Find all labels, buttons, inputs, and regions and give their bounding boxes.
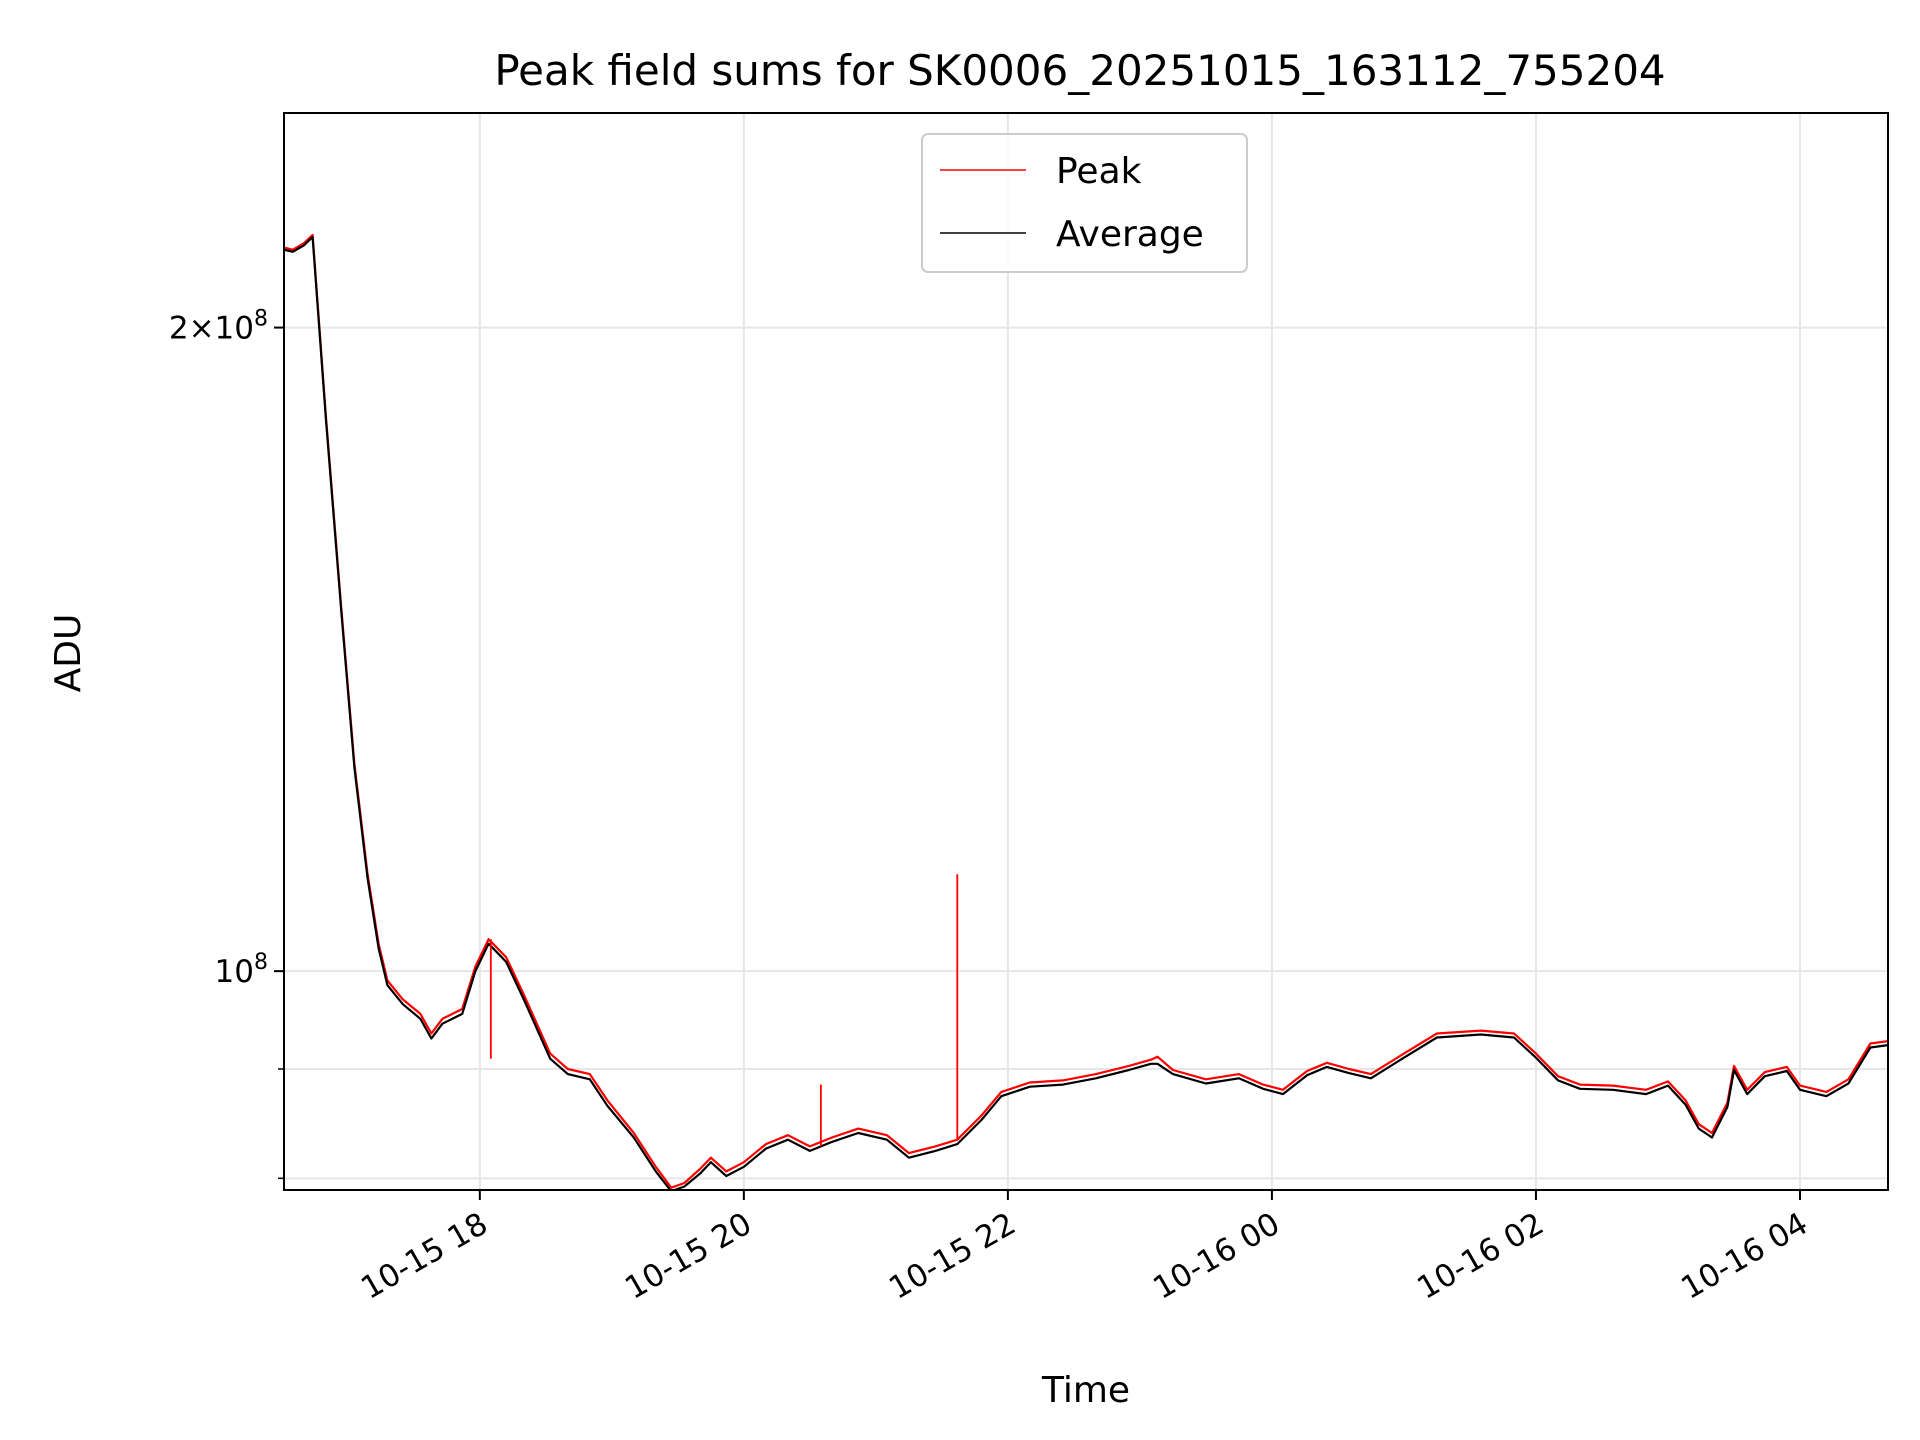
series-line-average: [284, 235, 1888, 1190]
legend-peak-label: Peak: [1056, 151, 1142, 192]
plot-frame: [283, 112, 1889, 1191]
legend-average-label: Average: [1056, 214, 1204, 255]
series-line-peak: [284, 233, 1888, 1189]
y-tick-label: 2×108: [169, 307, 268, 347]
y-axis: 2×108 108: [169, 307, 284, 1180]
legend: Peak Average: [921, 133, 1248, 273]
y-tick-label: 108: [215, 950, 268, 990]
series-group: [284, 233, 1888, 1190]
legend-box: [921, 133, 1248, 273]
chart-title: Peak field sums for SK0006_20251015_1631…: [494, 46, 1665, 95]
series-layer: [284, 233, 1888, 1190]
x-axis-label: Time: [1041, 1370, 1130, 1411]
y-axis-label: ADU: [48, 614, 89, 693]
grid: [284, 113, 1888, 1190]
